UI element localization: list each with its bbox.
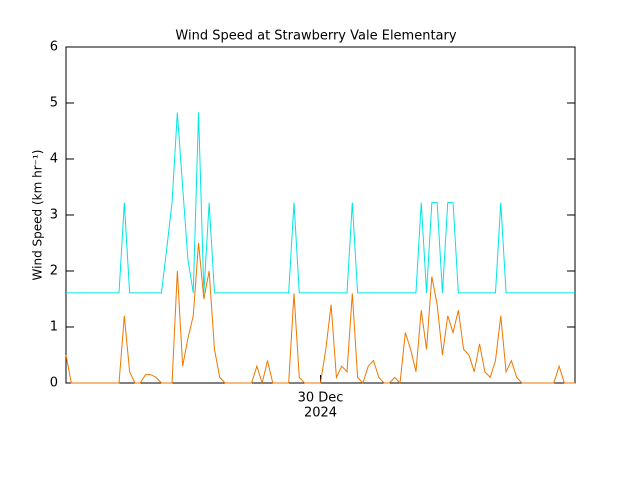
y-tick-label: 1 xyxy=(50,320,58,335)
chart-title: Wind Speed at Strawberry Vale Elementary xyxy=(175,29,456,44)
y-tick-label: 0 xyxy=(50,376,58,391)
y-axis-label: Wind Speed (km hr⁻¹) xyxy=(31,150,45,281)
y-tick-label: 2 xyxy=(50,264,58,279)
series-line xyxy=(66,112,575,294)
x-tick-label: 30 Dec xyxy=(298,391,344,406)
y-tick-label: 6 xyxy=(50,40,58,55)
y-tick-label: 5 xyxy=(50,96,58,111)
y-tick-label: 3 xyxy=(50,208,58,223)
series-line xyxy=(65,242,575,385)
y-tick-label: 4 xyxy=(50,152,58,167)
x-sublabel: 2024 xyxy=(304,406,337,421)
